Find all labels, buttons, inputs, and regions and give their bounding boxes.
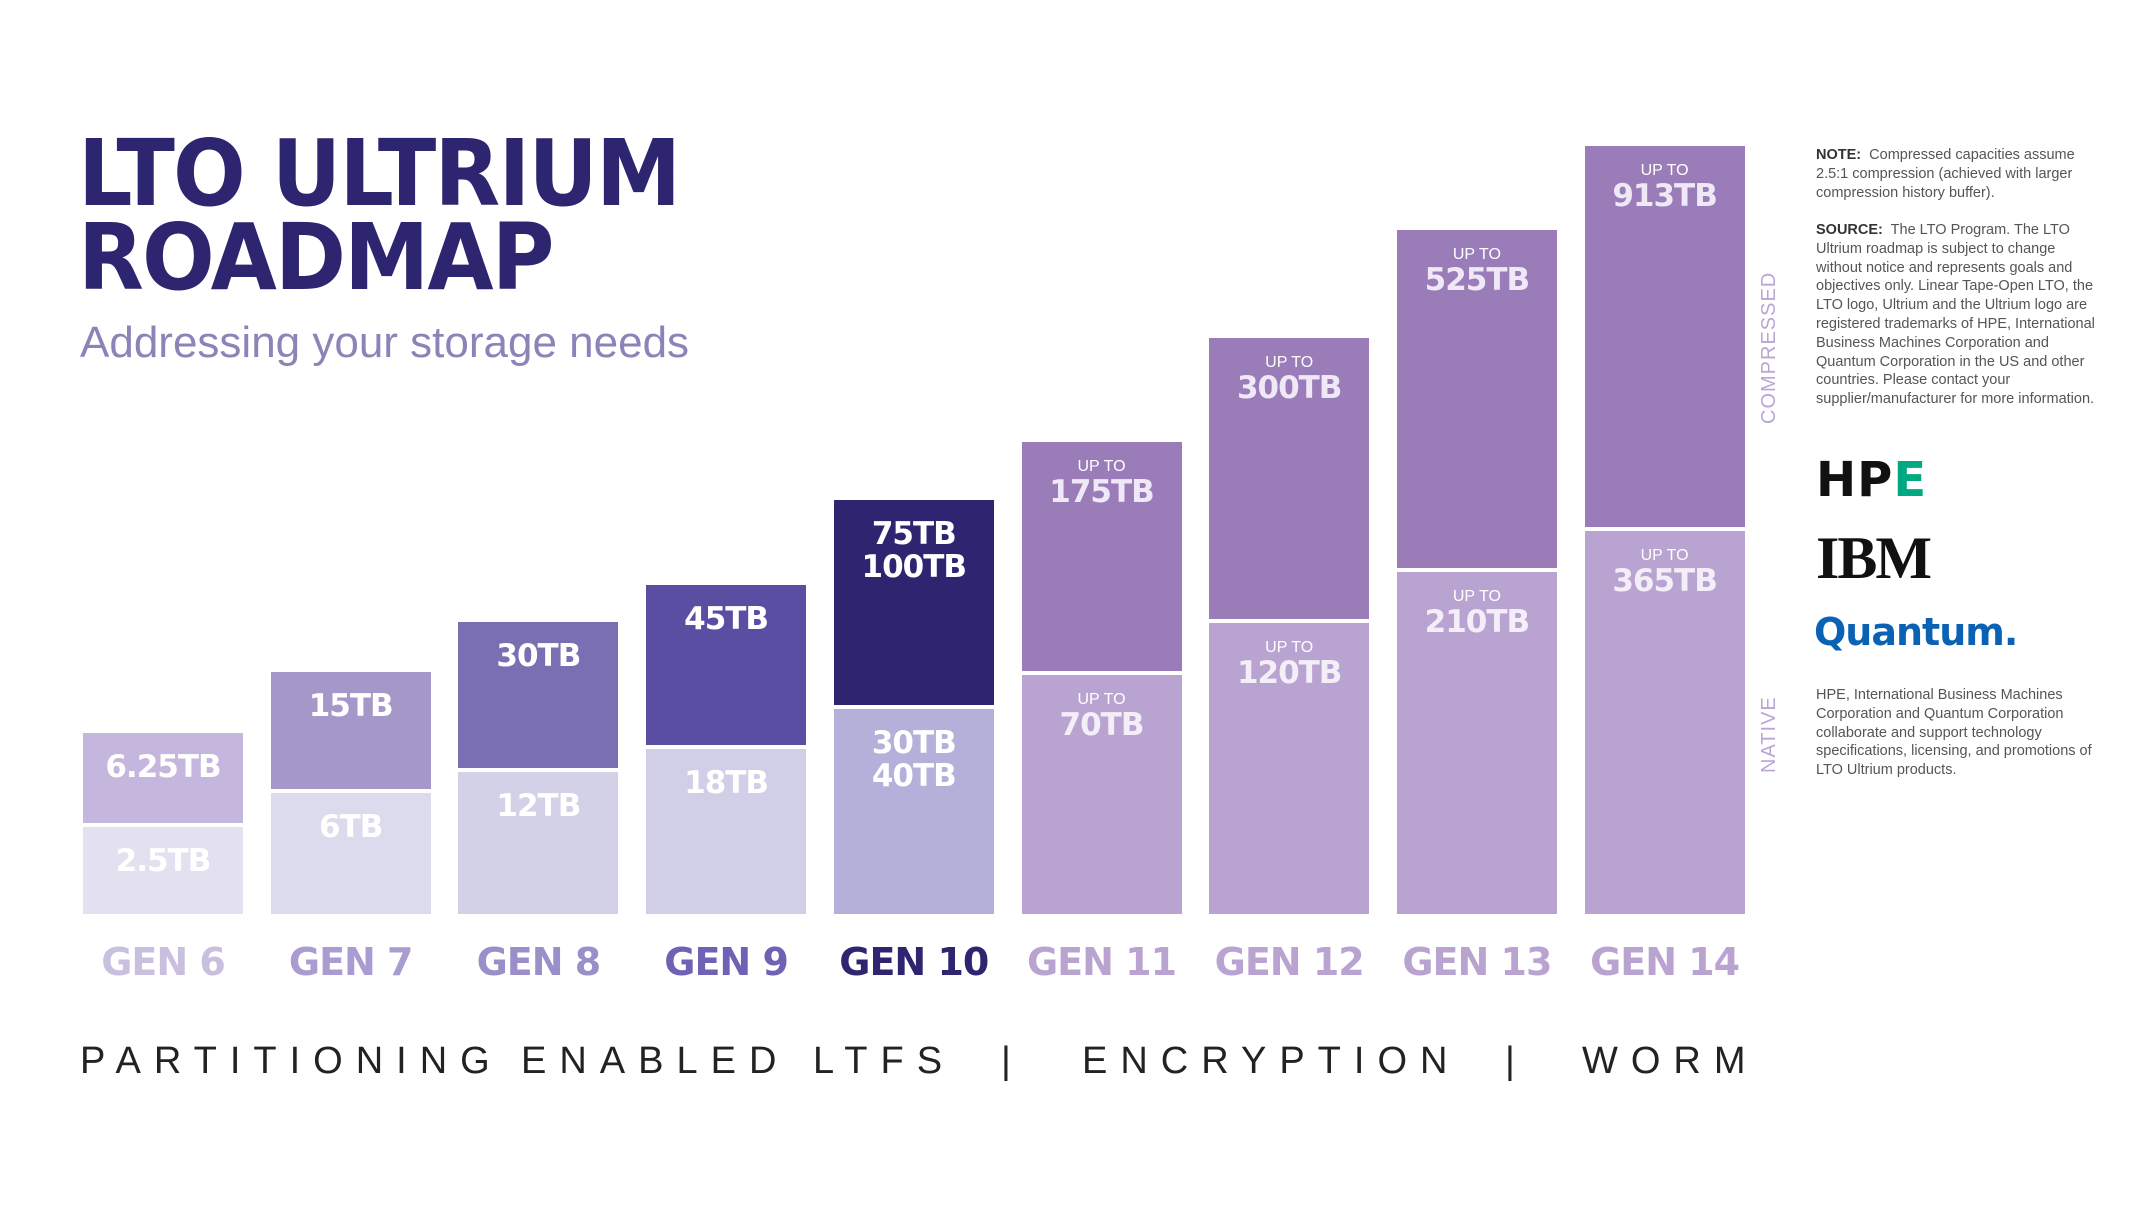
native-label: UP TO 210TB: [1397, 588, 1557, 639]
native-label: 2.5TB: [83, 845, 243, 878]
up-to-text: UP TO: [1265, 639, 1314, 656]
compressed-bar-7: 15TB: [270, 672, 431, 789]
native-label: UP TO 70TB: [1022, 691, 1182, 742]
compressed-label: UP TO 525TB: [1397, 246, 1557, 297]
quantum-logo: Quantum.: [1814, 610, 2018, 654]
hpe-logo: HPE: [1816, 452, 1927, 508]
up-to-text: UP TO: [1077, 691, 1126, 708]
title-line-2: ROADMAP: [78, 204, 554, 311]
note-label: NOTE:: [1816, 147, 1862, 163]
up-to-text: UP TO: [1640, 162, 1689, 179]
native-bar-6: 2.5TB: [83, 827, 243, 914]
capacity-value: 18TB: [684, 765, 769, 801]
native-label: UP TO 120TB: [1209, 639, 1369, 690]
capacity-value: 6TB: [319, 809, 383, 845]
capacity-value: 12TB: [496, 788, 581, 824]
collaboration-text: HPE, International Business Machines Cor…: [1816, 687, 2092, 779]
compressed-bar-8: 30TB: [458, 622, 619, 768]
native-label: 18TB: [646, 767, 806, 800]
native-bar-13: UP TO 210TB: [1396, 572, 1557, 914]
category-label: GEN 9: [664, 940, 789, 984]
feature-item: ENABLED LTFS: [521, 1040, 956, 1082]
note-text: NOTE: Compressed capacities assume 2.5:1…: [1816, 146, 2096, 202]
hpe-logo-hp: HP: [1816, 452, 1894, 508]
compressed-bar-13: UP TO 525TB: [1396, 230, 1557, 568]
category-label: GEN 6: [101, 940, 226, 984]
subtitle: Addressing your storage needs: [80, 318, 690, 367]
up-to-text: UP TO: [1077, 458, 1126, 475]
capacity-value: 913TB: [1612, 178, 1717, 214]
compressed-bar-6: 6.25TB: [83, 733, 243, 823]
capacity-value: 210TB: [1424, 604, 1530, 640]
native-bar-8: 12TB: [458, 772, 619, 914]
compressed-bar-14: UP TO 913TB: [1584, 146, 1745, 527]
category-label: GEN 14: [1590, 940, 1740, 984]
category-label: GEN 12: [1214, 940, 1365, 984]
capacity-value: 100TB: [861, 549, 967, 585]
note-body: Compressed capacities assume 2.5:1 compr…: [1816, 147, 2075, 201]
up-to-text: UP TO: [1640, 547, 1689, 564]
feature-item: ENCRYPTION: [1082, 1040, 1461, 1082]
category-label: GEN 7: [288, 940, 414, 984]
compressed-label: UP TO 913TB: [1585, 162, 1745, 213]
source-text: SOURCE: The LTO Program. The LTO Ultrium…: [1816, 221, 2096, 409]
up-to-text: UP TO: [1265, 354, 1314, 371]
ibm-logo-text: IBM: [1816, 525, 1932, 591]
title-line-1: LTO ULTRIUM: [78, 120, 681, 227]
capacity-value: 175TB: [1049, 474, 1154, 510]
ibm-logo: IBM: [1816, 528, 1932, 588]
category-label: GEN 13: [1402, 940, 1552, 984]
capacity-value: 45TB: [684, 601, 769, 637]
capacity-value: 6.25TB: [105, 749, 221, 785]
native-label: 12TB: [458, 790, 618, 823]
compressed-bar-12: UP TO 300TB: [1209, 338, 1370, 619]
compressed-bar-10: 75TB 100TB: [833, 500, 994, 705]
capacity-value: 365TB: [1612, 563, 1717, 599]
native-bar-7: 6TB: [270, 793, 431, 914]
hpe-logo-e: E: [1893, 452, 1928, 508]
native-label: 6TB: [271, 811, 431, 844]
compressed-bar-9: 45TB: [646, 585, 807, 745]
feature-item: WORM: [1582, 1040, 1759, 1082]
source-label: SOURCE:: [1816, 222, 1883, 238]
capacity-value: 40TB: [871, 758, 957, 794]
capacity-value: 15TB: [308, 688, 394, 724]
native-axis-label: NATIVE: [1758, 696, 1780, 773]
feature-divider: |: [1505, 1040, 1528, 1082]
native-bar-10: 30TB 40TB: [833, 709, 994, 914]
source-body: The LTO Program. The LTO Ultrium roadmap…: [1816, 222, 2095, 408]
capacity-value: 30TB: [871, 725, 957, 761]
compressed-label: UP TO 300TB: [1209, 354, 1369, 405]
category-label: GEN 8: [476, 940, 602, 984]
capacity-value: 75TB: [871, 516, 957, 552]
up-to-text: UP TO: [1452, 588, 1501, 605]
up-to-text: UP TO: [1452, 246, 1501, 263]
native-bar-9: 18TB: [646, 749, 807, 914]
compressed-label: 30TB: [458, 640, 618, 673]
capacity-value: 70TB: [1059, 707, 1145, 743]
native-label: 30TB 40TB: [834, 727, 994, 793]
feature-item: PARTITIONING: [80, 1040, 503, 1082]
compressed-label: UP TO 175TB: [1022, 458, 1182, 509]
compressed-label: 45TB: [646, 603, 806, 636]
native-label: UP TO 365TB: [1585, 547, 1745, 598]
capacity-value: 30TB: [496, 638, 581, 674]
capacity-value: 120TB: [1236, 655, 1342, 691]
compressed-label: 15TB: [271, 690, 431, 723]
capacity-value: 300TB: [1236, 370, 1342, 406]
page-title: LTO ULTRIUM ROADMAP: [78, 120, 681, 311]
compressed-bar-11: UP TO 175TB: [1021, 442, 1182, 671]
native-bar-14: UP TO 365TB: [1584, 531, 1745, 914]
native-bar-12: UP TO 120TB: [1209, 623, 1370, 914]
compressed-label: 6.25TB: [83, 751, 243, 784]
capacity-value: 2.5TB: [115, 843, 212, 879]
compressed-axis-label: COMPRESSED: [1758, 271, 1780, 424]
capacity-value: 525TB: [1424, 262, 1530, 298]
category-label: GEN 11: [1026, 940, 1177, 984]
compressed-label: 75TB 100TB: [834, 518, 994, 584]
category-label: GEN 10: [839, 940, 989, 984]
feature-divider: |: [1001, 1040, 1024, 1082]
native-bar-11: UP TO 70TB: [1021, 675, 1182, 914]
